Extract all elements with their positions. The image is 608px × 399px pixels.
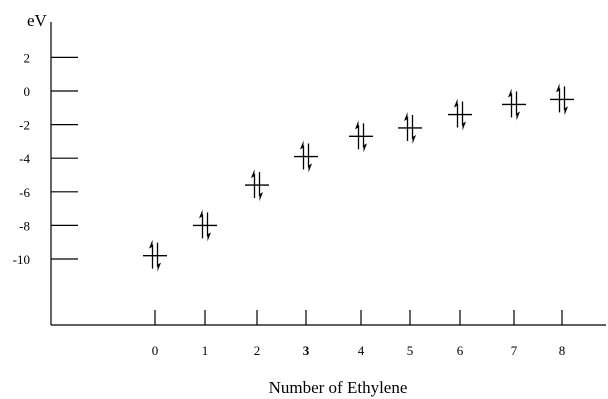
energy-level-point (193, 209, 217, 242)
spin-down-arrowhead (308, 163, 312, 173)
energy-level-point (349, 120, 373, 153)
energy-level-point (398, 111, 422, 144)
x-tick-label: 8 (559, 343, 566, 358)
spin-down-arrowhead (157, 262, 161, 272)
spin-up-arrowhead (199, 209, 203, 219)
x-tick-label: 3 (303, 343, 310, 358)
y-tick-label: -6 (19, 185, 30, 200)
x-tick-label: 5 (407, 343, 414, 358)
spin-up-arrowhead (508, 88, 512, 98)
spin-up-arrowhead (355, 120, 359, 130)
spin-up-arrowhead (300, 140, 304, 150)
y-axis-title: eV (27, 11, 48, 30)
spin-up-arrowhead (251, 169, 255, 179)
y-tick-label: 0 (24, 84, 31, 99)
spin-up-arrowhead (454, 98, 458, 108)
spin-down-arrowhead (363, 143, 367, 153)
y-tick-label: -8 (19, 218, 30, 233)
energy-level-point (143, 239, 167, 272)
x-axis-title: Number of Ethylene (269, 378, 408, 397)
y-tick-label: -2 (19, 118, 30, 133)
x-tick-label: 2 (254, 343, 261, 358)
spin-up-arrowhead (404, 111, 408, 121)
spin-up-arrowhead (556, 83, 560, 93)
energy-level-point (245, 169, 269, 202)
spin-down-arrowhead (462, 121, 466, 131)
energy-levels (143, 83, 574, 272)
x-ticks: 0 1 2 3 4 5 6 7 8 (152, 310, 566, 358)
y-axis: eV 2 0 -2 -4 -6 -8 -10 (13, 11, 78, 325)
x-tick-label: 7 (511, 343, 518, 358)
spin-down-arrowhead (516, 111, 520, 121)
spin-down-arrowhead (259, 192, 263, 202)
y-tick-label: -4 (19, 151, 30, 166)
x-tick-label: 0 (152, 343, 159, 358)
y-tick-label: -10 (13, 252, 30, 267)
x-tick-label: 6 (457, 343, 464, 358)
x-tick-label: 4 (358, 343, 365, 358)
spin-down-arrowhead (564, 106, 568, 116)
x-tick-label: 1 (202, 343, 209, 358)
spin-down-arrowhead (412, 134, 416, 144)
energy-level-point (294, 140, 318, 173)
spin-down-arrowhead (207, 232, 211, 242)
y-tick-label: 2 (24, 50, 31, 65)
spin-up-arrowhead (149, 239, 153, 249)
energy-level-point (550, 83, 574, 116)
y-ticks: 2 0 -2 -4 -6 -8 -10 (13, 50, 78, 267)
energy-level-point (448, 98, 472, 131)
energy-level-point (502, 88, 526, 121)
x-axis: 0 1 2 3 4 5 6 7 8 Number of Ethylene (51, 310, 606, 397)
